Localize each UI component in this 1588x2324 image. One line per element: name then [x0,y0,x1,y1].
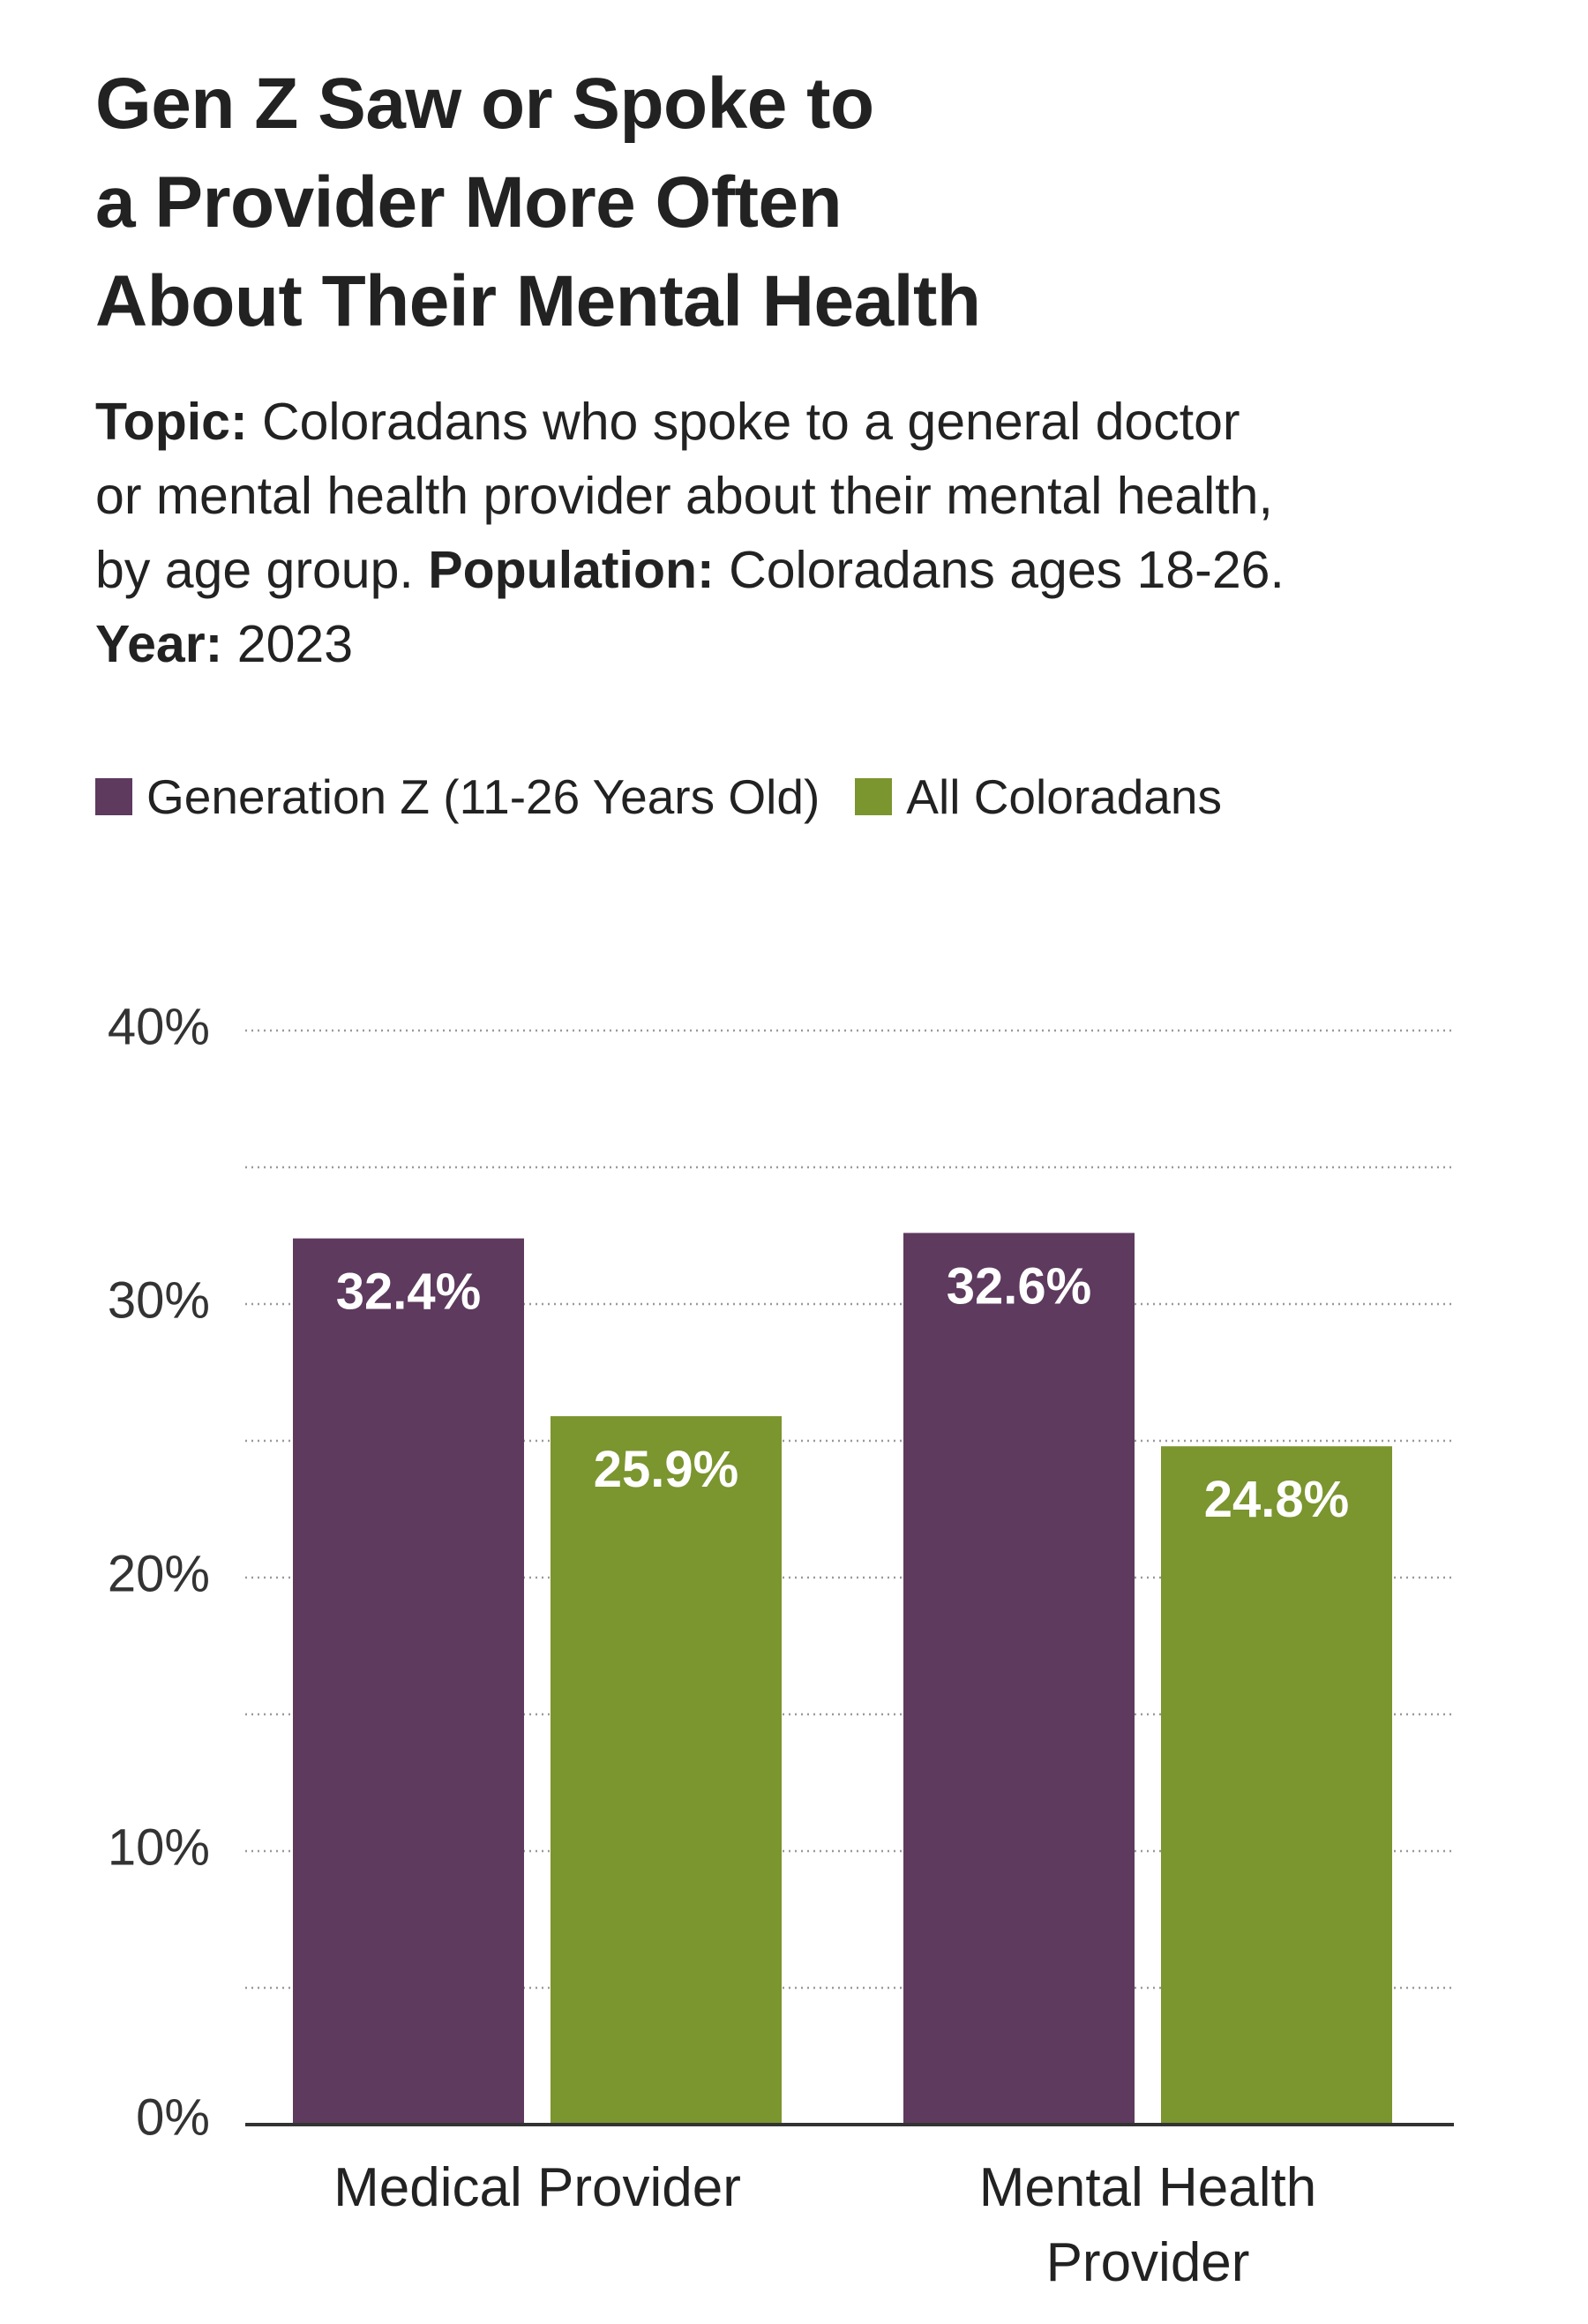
bar-all-coloradans-0 [551,1416,782,2125]
chart-legend: Generation Z (11-26 Years Old) All Color… [95,766,1257,828]
legend-item-all-coloradans: All Coloradans [855,768,1222,825]
topic-text-2: or mental health provider about their me… [95,467,1273,525]
title-line-1: Gen Z Saw or Spoke to [95,64,874,144]
legend-swatch-gen-z [95,778,132,815]
bar-value-label: 32.4% [336,1263,481,1321]
y-tick-label: 10% [108,1818,210,1876]
y-tick-label: 0% [136,2088,210,2146]
bar-value-label: 25.9% [594,1441,738,1498]
x-category-label: Medical Provider [333,2157,741,2218]
year-text: 2023 [236,615,354,673]
legend-swatch-all-coloradans [855,778,893,815]
x-category-label: Provider [1046,2232,1250,2293]
topic-label: Topic: [95,393,248,451]
title-line-3: About Their Mental Health [95,261,981,341]
description-line-4: Year: 2023 [95,607,1542,681]
bar-all-coloradans-1 [1161,1446,1392,2125]
title-line-2: a Provider More Often [95,162,843,243]
topic-text-3: by age group. [95,541,414,599]
chart-description: Topic: Coloradans who spoke to a general… [95,385,1542,681]
population-label: Population: [428,541,715,599]
bar-gen-z-1 [903,1233,1135,2125]
description-line-3: by age group. Population: Coloradans age… [95,533,1542,607]
population-text: Coloradans ages 18-26. [729,541,1285,599]
year-label: Year: [95,615,223,673]
description-line-2: or mental health provider about their me… [95,459,1542,533]
legend-label-gen-z: Generation Z (11-26 Years Old) [146,769,820,824]
chart-title: Gen Z Saw or Spoke to a Provider More Of… [95,55,1507,351]
y-tick-label: 40% [108,998,210,1055]
legend-item-gen-z: Generation Z (11-26 Years Old) [95,768,820,825]
bar-value-label: 24.8% [1204,1471,1349,1528]
description-line-1: Topic: Coloradans who spoke to a general… [95,385,1542,459]
y-tick-label: 30% [108,1271,210,1329]
x-category-label: Mental Health [979,2157,1317,2218]
y-tick-label: 20% [108,1545,210,1602]
bar-gen-z-0 [293,1238,524,2125]
bar-value-label: 32.6% [947,1257,1091,1315]
topic-text-1: Coloradans who spoke to a general doctor [262,393,1240,451]
legend-label-all-coloradans: All Coloradans [906,769,1222,824]
